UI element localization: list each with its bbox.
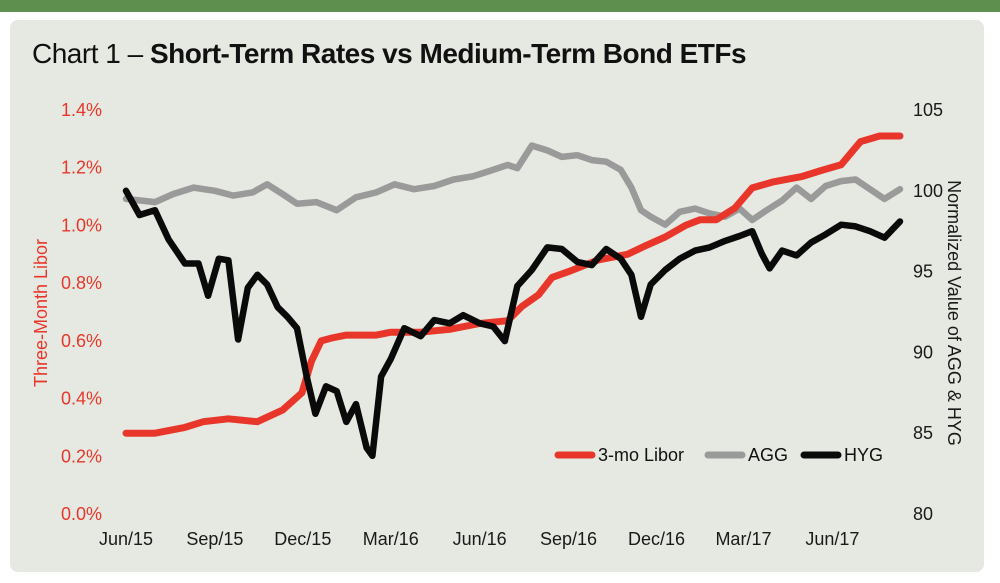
top-accent-bar — [0, 0, 1000, 12]
right-tick-label: 80 — [913, 504, 933, 524]
left-tick-label: 1.2% — [61, 158, 102, 178]
right-axis-label: Normalized Value of AGG & HYG — [944, 180, 964, 446]
series-line-3-mo-libor — [122, 132, 904, 437]
legend-label: HYG — [844, 445, 883, 465]
x-tick-label: Jun/17 — [805, 529, 859, 549]
right-tick-label: 100 — [913, 181, 943, 201]
chart-title-prefix: Chart 1 – — [32, 38, 150, 69]
x-tick-label: Jun/16 — [453, 529, 507, 549]
right-axis-ticks: 80 85 90 95 100 105 — [913, 100, 943, 524]
chart-title: Chart 1 – Short-Term Rates vs Medium-Ter… — [32, 38, 747, 70]
right-tick-label: 95 — [913, 262, 933, 282]
x-axis-ticks: Jun/15 Sep/15 Dec/15 Mar/16 Jun/16 Sep/16 Dec/… — [99, 529, 859, 549]
left-tick-label: 0.4% — [61, 389, 102, 409]
right-tick-label: 90 — [913, 342, 933, 362]
left-axis-ticks: 0.0% 0.2% 0.4% 0.6% 0.8% 1.0% 1.2% 1.4% — [61, 100, 102, 524]
x-tick-label: Dec/16 — [628, 529, 685, 549]
x-tick-label: Sep/15 — [186, 529, 243, 549]
left-tick-label: 0.0% — [61, 504, 102, 524]
right-tick-label: 105 — [913, 100, 943, 120]
series-layer — [122, 132, 904, 460]
right-tick-label: 85 — [913, 423, 933, 443]
series-line-hyg — [122, 187, 904, 460]
x-tick-label: Mar/17 — [715, 529, 771, 549]
x-tick-label: Sep/16 — [540, 529, 597, 549]
x-tick-label: Mar/16 — [363, 529, 419, 549]
x-tick-label: Jun/15 — [99, 529, 153, 549]
legend-label: 3-mo Libor — [598, 445, 684, 465]
chart-card — [10, 20, 984, 572]
left-tick-label: 0.6% — [61, 331, 102, 351]
legend-label: AGG — [748, 445, 788, 465]
series-line-agg — [122, 142, 904, 228]
left-axis-label: Three-Month Libor — [31, 239, 51, 387]
left-tick-label: 0.2% — [61, 446, 102, 466]
x-tick-label: Dec/15 — [274, 529, 331, 549]
left-tick-label: 1.4% — [61, 100, 102, 120]
legend: 3-mo Libor AGG HYG — [554, 445, 883, 465]
chart-title-main: Short-Term Rates vs Medium-Term Bond ETF… — [149, 38, 747, 69]
left-tick-label: 1.0% — [61, 215, 102, 235]
left-tick-label: 0.8% — [61, 273, 102, 293]
